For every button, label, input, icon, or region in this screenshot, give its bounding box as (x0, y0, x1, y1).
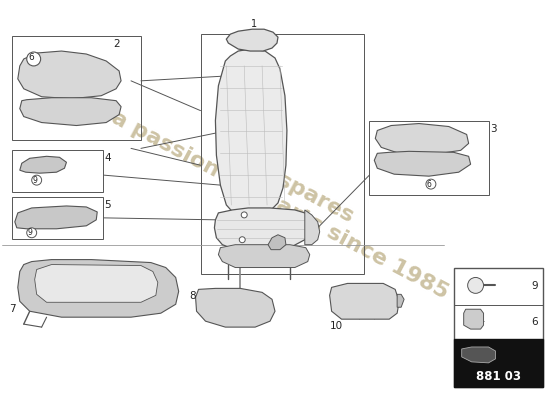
Polygon shape (218, 245, 310, 268)
Text: 6: 6 (531, 317, 538, 327)
Text: 6: 6 (426, 180, 431, 189)
Polygon shape (15, 206, 97, 229)
Bar (370, 120, 488, 195)
Text: 7: 7 (9, 304, 16, 314)
Bar (454, 268, 543, 387)
Text: 881 03: 881 03 (476, 370, 521, 383)
Text: Eurospares
a passion for parts since 1985: Eurospares a passion for parts since 198… (108, 87, 462, 303)
Polygon shape (20, 156, 67, 173)
Polygon shape (18, 260, 179, 317)
Bar (454, 339, 543, 387)
Polygon shape (196, 288, 275, 327)
Polygon shape (268, 235, 286, 250)
Text: 2: 2 (113, 39, 120, 49)
Circle shape (32, 175, 42, 185)
Text: 9: 9 (531, 282, 538, 292)
Polygon shape (375, 124, 469, 154)
Circle shape (27, 52, 41, 66)
Text: 4: 4 (104, 153, 111, 163)
Polygon shape (214, 208, 312, 252)
Circle shape (241, 212, 247, 218)
Circle shape (239, 237, 245, 243)
Bar (201, 34, 364, 274)
Polygon shape (35, 264, 158, 302)
Polygon shape (20, 98, 121, 126)
Text: 9: 9 (32, 176, 37, 185)
Text: 9: 9 (28, 228, 32, 237)
Polygon shape (375, 151, 471, 176)
Bar (12, 197, 103, 239)
Circle shape (468, 278, 483, 293)
Polygon shape (18, 51, 121, 99)
Text: 10: 10 (329, 321, 343, 331)
Text: 6: 6 (29, 54, 35, 62)
Polygon shape (329, 284, 399, 319)
Text: 5: 5 (104, 200, 111, 210)
Text: 1: 1 (251, 19, 257, 29)
Bar (12, 150, 103, 192)
Text: 8: 8 (189, 291, 196, 301)
Circle shape (27, 228, 37, 238)
Text: 3: 3 (491, 124, 497, 134)
Circle shape (426, 179, 436, 189)
Polygon shape (461, 347, 496, 363)
Polygon shape (464, 309, 483, 329)
Polygon shape (227, 29, 278, 51)
Polygon shape (397, 294, 404, 307)
Bar (12, 36, 141, 140)
Polygon shape (216, 49, 287, 218)
Polygon shape (305, 210, 320, 245)
